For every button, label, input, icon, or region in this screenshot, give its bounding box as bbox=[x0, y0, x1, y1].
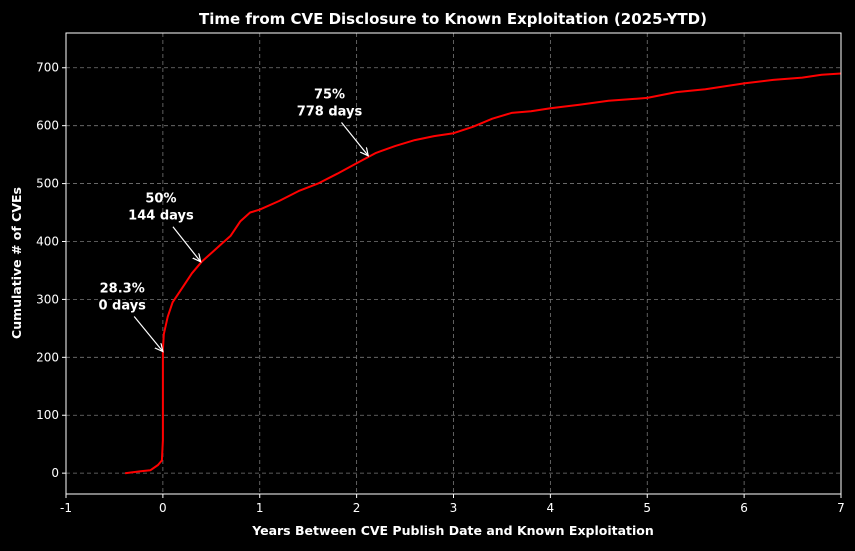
annotation-arrow bbox=[172, 226, 201, 262]
grid bbox=[65, 33, 842, 494]
annotations: 28.3% 0 days 50% 144 days 75% 778 days bbox=[98, 87, 368, 351]
y-axis-label: Cumulative # of CVEs bbox=[9, 187, 24, 339]
annotation-days: 778 days bbox=[297, 104, 363, 119]
annotation-arrow bbox=[341, 122, 369, 155]
x-tick-label: 4 bbox=[547, 501, 555, 515]
x-tick-label: 3 bbox=[450, 501, 458, 515]
y-tick-label: 700 bbox=[36, 61, 59, 75]
plot-area bbox=[124, 72, 842, 475]
cumulative-cve-line bbox=[124, 72, 842, 475]
x-tick-label: 5 bbox=[643, 501, 651, 515]
x-tick-label: 0 bbox=[159, 501, 167, 515]
x-tick-label: 7 bbox=[837, 501, 845, 515]
annotation-days: 0 days bbox=[98, 299, 146, 314]
y-tick-label: 300 bbox=[36, 292, 59, 306]
x-axis-label: Years Between CVE Publish Date and Known… bbox=[251, 523, 654, 538]
y-tick-label: 200 bbox=[36, 350, 59, 364]
axis-ticks: -1 0 1 2 3 4 5 6 7 0 100 200 300 400 500 600 700 bbox=[36, 61, 845, 515]
annotation-arrow bbox=[133, 316, 163, 352]
y-tick-label: 500 bbox=[36, 177, 59, 191]
plot-frame bbox=[65, 32, 842, 495]
annotation-percent: 50% bbox=[145, 192, 176, 207]
chart-title: Time from CVE Disclosure to Known Exploi… bbox=[199, 10, 707, 28]
y-tick-label: 600 bbox=[36, 119, 59, 133]
x-tick-label: 2 bbox=[353, 501, 361, 515]
x-tick-label: 6 bbox=[740, 501, 748, 515]
annotation-days: 144 days bbox=[128, 209, 194, 224]
y-tick-label: 400 bbox=[36, 234, 59, 248]
x-tick-label: -1 bbox=[60, 501, 72, 515]
annotation-percent: 28.3% bbox=[100, 282, 145, 297]
y-tick-label: 0 bbox=[51, 466, 59, 480]
y-tick-label: 100 bbox=[36, 408, 59, 422]
annotation-percent: 75% bbox=[314, 87, 345, 102]
x-tick-label: 1 bbox=[256, 501, 264, 515]
